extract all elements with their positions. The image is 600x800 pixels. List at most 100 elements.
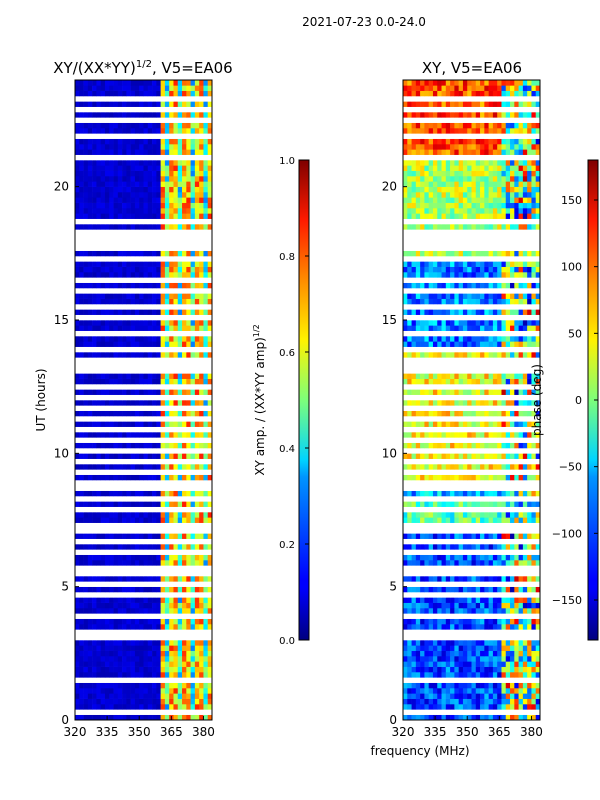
heatmap-cell (445, 576, 451, 582)
heatmap-cell (104, 250, 110, 257)
heatmap-cell (169, 693, 174, 699)
heatmap-cell (143, 266, 149, 273)
heatmap-flagged-cell (190, 277, 196, 283)
heatmap-cell (182, 181, 187, 187)
heatmap-cell (199, 320, 204, 326)
heatmap-flagged-cell (177, 565, 183, 571)
heatmap-cell (199, 202, 204, 209)
heatmap-cell (173, 309, 179, 315)
heatmap-cell (117, 661, 123, 667)
heatmap-cell (117, 512, 123, 518)
heatmap-flagged-cell (454, 709, 459, 715)
heatmap-cell (190, 293, 196, 299)
heatmap-flagged-cell (83, 538, 89, 545)
heatmap-flagged-cell (194, 496, 200, 502)
heatmap-flagged-cell (126, 314, 131, 321)
heatmap-flagged-cell (147, 581, 153, 587)
heatmap-flagged-cell (190, 96, 196, 102)
heatmap-cell (92, 442, 97, 449)
heatmap-flagged-cell (403, 565, 408, 571)
heatmap-cell (462, 645, 468, 651)
heatmap-cell (117, 336, 123, 342)
heatmap-cell (139, 320, 144, 326)
heatmap-cell (122, 373, 127, 379)
heatmap-cell (458, 597, 464, 603)
heatmap-flagged-cell (100, 448, 106, 454)
heatmap-cell (83, 453, 89, 459)
heatmap-flagged-cell (164, 362, 170, 369)
heatmap-cell (203, 320, 209, 326)
heatmap-flagged-cell (100, 154, 106, 161)
heatmap-cell (182, 640, 187, 646)
heatmap-flagged-cell (87, 570, 93, 577)
heatmap-cell (122, 293, 127, 299)
heatmap-cell (407, 693, 412, 699)
heatmap-cell (156, 410, 161, 417)
heatmap-flagged-cell (92, 634, 97, 641)
heatmap-cell (505, 640, 511, 646)
heatmap-flagged-cell (104, 256, 110, 262)
heatmap-cell (96, 80, 101, 86)
heatmap-flagged-cell (160, 288, 166, 294)
heatmap-cell (160, 682, 166, 689)
heatmap-flagged-cell (160, 330, 166, 337)
heatmap-flagged-cell (104, 496, 110, 502)
heatmap-flagged-cell (87, 613, 93, 619)
heatmap-cell (445, 688, 451, 694)
heatmap-cell (514, 618, 519, 625)
heatmap-cell (134, 464, 140, 470)
heatmap-flagged-cell (122, 522, 127, 529)
heatmap-cell (113, 597, 119, 603)
heatmap-cell (109, 293, 114, 299)
heatmap-cell (96, 101, 101, 107)
heatmap-cell (177, 272, 183, 278)
heatmap-cell (92, 101, 97, 107)
amplitude-x-axis: 320 335 350 365 380 (64, 716, 215, 739)
heatmap-flagged-cell (522, 570, 528, 577)
heatmap-cell (139, 309, 144, 315)
heatmap-cell (160, 608, 166, 614)
heatmap-cell (531, 554, 537, 561)
heatmap-flagged-cell (109, 549, 114, 555)
heatmap-cell (203, 432, 209, 438)
heatmap-flagged-cell (207, 458, 213, 465)
heatmap-cell (177, 517, 183, 523)
heatmap-flagged-cell (126, 496, 131, 502)
heatmap-flagged-cell (130, 106, 136, 113)
heatmap-flagged-cell (428, 634, 434, 641)
heatmap-cell (139, 672, 144, 678)
heatmap-cell (445, 544, 451, 550)
heatmap-cell (160, 618, 166, 625)
heatmap-cell (441, 544, 447, 550)
heatmap-cell (100, 272, 106, 278)
heatmap-cell (207, 442, 213, 449)
heatmap-cell (96, 325, 101, 331)
heatmap-cell (122, 272, 127, 278)
heatmap-cell (113, 138, 119, 145)
heatmap-flagged-cell (450, 592, 455, 598)
heatmap-flagged-cell (164, 480, 170, 486)
heatmap-cell (182, 560, 187, 566)
heatmap-cell (531, 704, 537, 710)
heatmap-flagged-cell (87, 629, 93, 635)
heatmap-cell (203, 650, 209, 657)
heatmap-cell (143, 341, 149, 347)
heatmap-cell (122, 85, 127, 91)
heatmap-cell (199, 554, 204, 561)
heatmap-flagged-cell (87, 368, 93, 374)
heatmap-cell (156, 645, 161, 651)
heatmap-flagged-cell (514, 677, 519, 683)
heatmap-cell (480, 640, 485, 646)
heatmap-cell (152, 293, 157, 299)
heatmap-cell (177, 597, 183, 603)
heatmap-flagged-cell (92, 405, 97, 411)
heatmap-flagged-cell (134, 346, 140, 353)
heatmap-cell (518, 602, 524, 609)
heatmap-cell (199, 282, 204, 289)
heatmap-flagged-cell (462, 613, 468, 619)
heatmap-cell (169, 149, 174, 155)
heatmap-cell (156, 608, 161, 614)
phase-title-main: XY (422, 59, 442, 77)
heatmap-flagged-cell (199, 613, 204, 619)
heatmap-cell (104, 309, 110, 315)
